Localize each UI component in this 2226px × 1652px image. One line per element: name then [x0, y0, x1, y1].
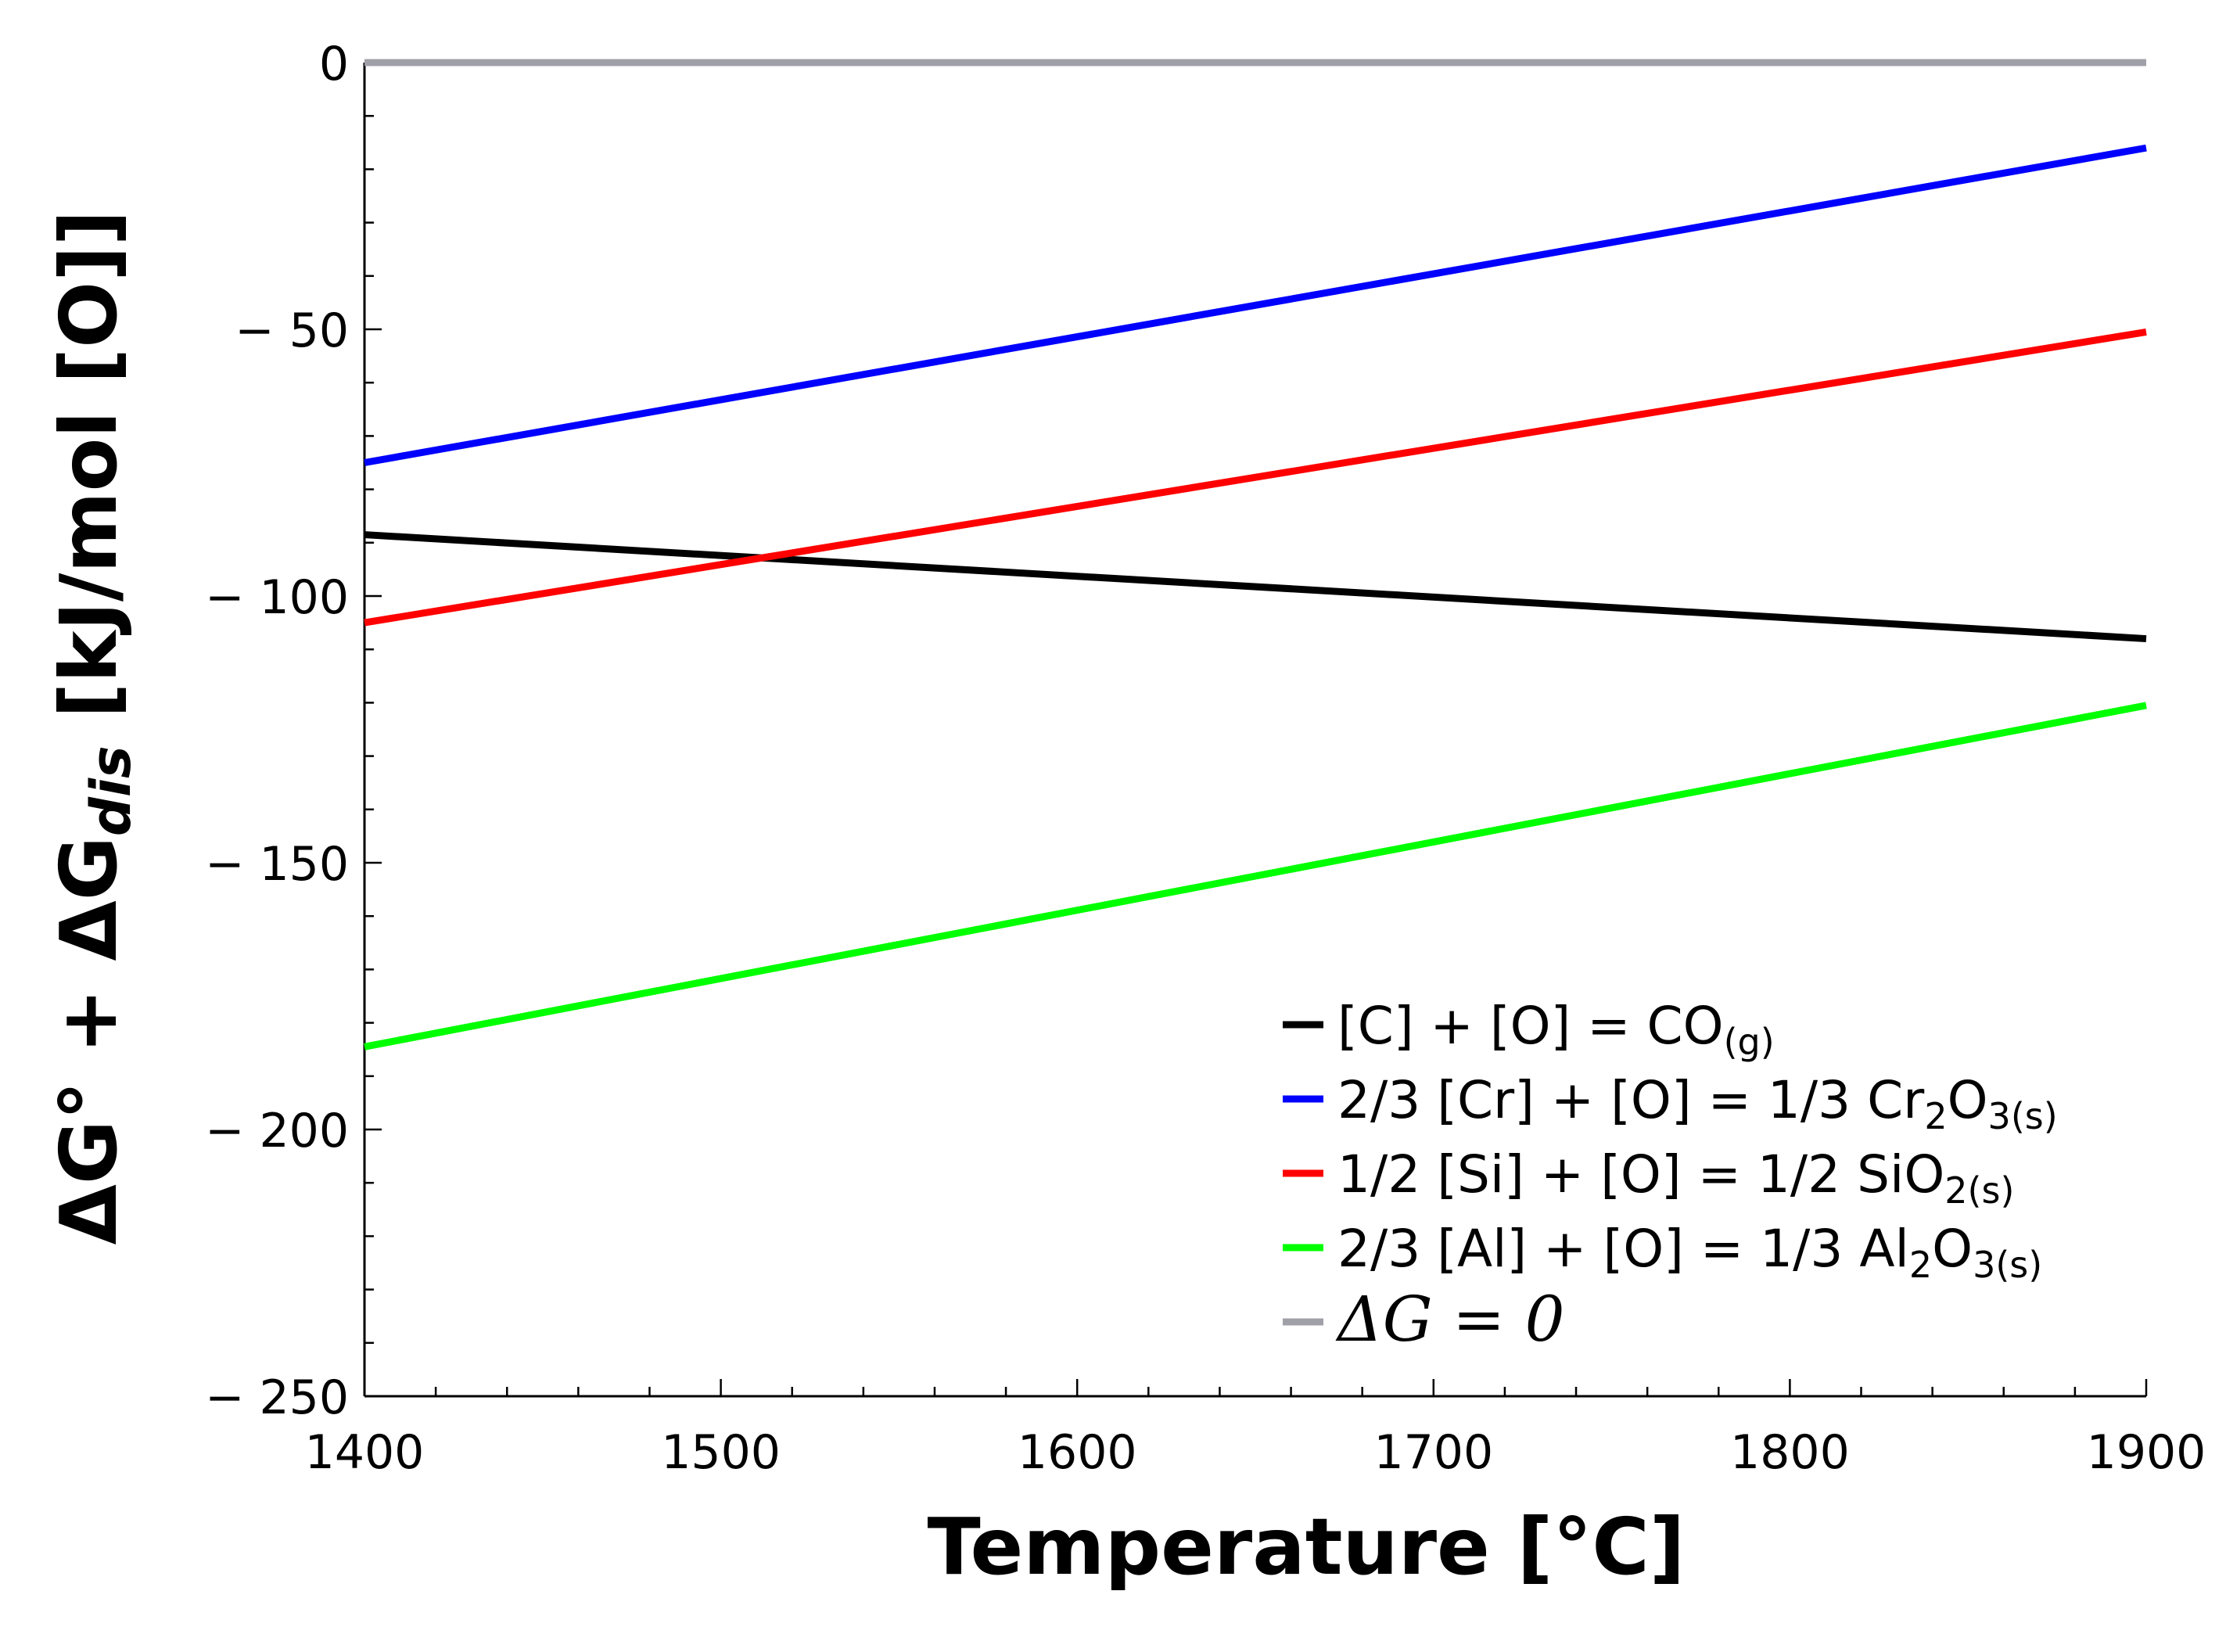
legend-label-part: 2/3 [Al] + [O] = 1/3 Al	[1337, 1219, 1909, 1279]
legend-label-part: 1/2 [Si] + [O] = 1/2 SiO	[1337, 1144, 1944, 1205]
legend-label: ΔG = 0	[1335, 1283, 1564, 1356]
legend-label: 2/3 [Cr] + [O] = 1/3 Cr2O3(s)	[1337, 1070, 2058, 1137]
x-tick-label: 1800	[1730, 1425, 1850, 1480]
legend-label-part: 2/3 [Cr] + [O] = 1/3 Cr	[1337, 1070, 1925, 1130]
legend-label-part: [C] + [O] = CO	[1337, 996, 1724, 1056]
x-tick-label: 1600	[1018, 1425, 1137, 1480]
y-axis-title-subscript: dis	[79, 745, 143, 836]
y-tick-label: − 150	[205, 837, 349, 892]
y-tick-label: − 100	[205, 570, 349, 625]
x-tick-label: 1900	[2087, 1425, 2206, 1480]
y-tick-label: − 50	[235, 303, 349, 358]
legend-label-part: O	[1948, 1070, 1988, 1130]
y-axis-title: ΔG° + ΔGdis [kJ/mol [O]]	[43, 210, 143, 1244]
series-line	[364, 531, 2147, 643]
y-tick-label: 0	[319, 37, 349, 92]
series-line	[364, 328, 2147, 627]
x-tick-label: 1700	[1373, 1425, 1493, 1480]
legend-label: 1/2 [Si] + [O] = 1/2 SiO2(s)	[1337, 1144, 2014, 1212]
y-axis-title-prefix: ΔG° + ΔG	[43, 836, 135, 1244]
series-lines	[364, 59, 2147, 1050]
legend-label-part: 2(s)	[1944, 1169, 2014, 1212]
legend-label-part: O	[1932, 1219, 1973, 1279]
legend-label-part: 3(s)	[1973, 1244, 2042, 1286]
legend-label-part: ΔG = 0	[1335, 1283, 1564, 1356]
legend: [C] + [O] = CO(g) 2/3 [Cr] + [O] = 1/3 Cr…	[1283, 996, 2058, 1356]
y-axis-title-suffix: [kJ/mol [O]]	[43, 210, 135, 745]
legend-label-part: 2	[1909, 1244, 1932, 1286]
y-tick-label: − 250	[205, 1370, 349, 1425]
legend-label-part: 3(s)	[1988, 1095, 2058, 1137]
series-line	[364, 702, 2147, 1050]
legend-label: 2/3 [Al] + [O] = 1/3 Al2O3(s)	[1337, 1219, 2042, 1286]
legend-label-part: (g)	[1724, 1021, 1775, 1063]
series-line	[364, 144, 2147, 466]
x-tick-label: 1400	[305, 1425, 425, 1480]
legend-label-part: 2	[1924, 1095, 1947, 1137]
y-tick-label: − 200	[205, 1104, 349, 1158]
x-axis-title: Temperature [°C]	[928, 1501, 1686, 1593]
legend-label: [C] + [O] = CO(g)	[1337, 996, 1775, 1063]
x-tick-label: 1500	[661, 1425, 781, 1480]
